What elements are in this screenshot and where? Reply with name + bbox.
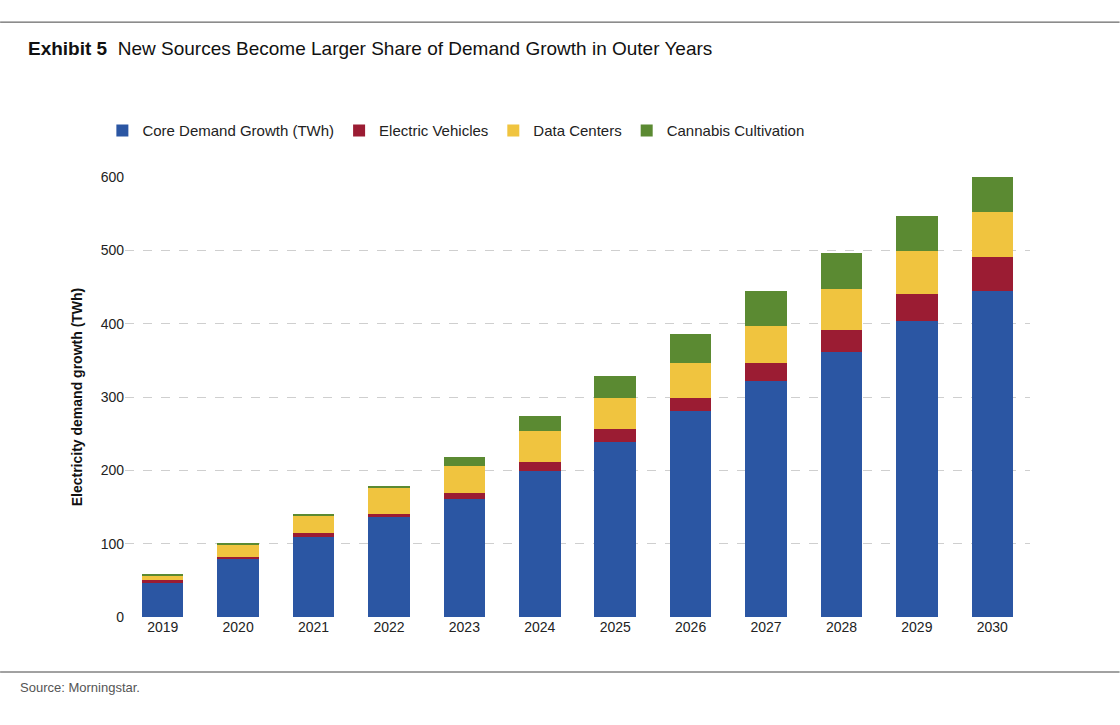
svg-text:Source: Morningstar.: Source: Morningstar. xyxy=(20,680,140,695)
svg-text:2025: 2025 xyxy=(600,619,631,635)
svg-text:2019: 2019 xyxy=(147,619,178,635)
svg-text:2021: 2021 xyxy=(298,619,329,635)
svg-text:2028: 2028 xyxy=(826,619,857,635)
svg-text:2020: 2020 xyxy=(223,619,254,635)
svg-text:2029: 2029 xyxy=(901,619,932,635)
svg-text:500: 500 xyxy=(101,242,125,258)
svg-text:2026: 2026 xyxy=(675,619,706,635)
svg-text:200: 200 xyxy=(101,462,125,478)
svg-text:0: 0 xyxy=(116,609,124,625)
svg-text:Cannabis Cultivation: Cannabis Cultivation xyxy=(667,122,805,139)
svg-text:Exhibit 5 New Sources Become: Exhibit 5 New Sources Become Larger Shar… xyxy=(28,38,712,59)
svg-text:300: 300 xyxy=(101,389,125,405)
svg-text:2022: 2022 xyxy=(373,619,404,635)
svg-text:100: 100 xyxy=(101,536,125,552)
svg-text:2024: 2024 xyxy=(524,619,555,635)
svg-text:600: 600 xyxy=(101,169,125,185)
svg-text:Electric Vehicles: Electric Vehicles xyxy=(379,122,488,139)
svg-text:2027: 2027 xyxy=(750,619,781,635)
svg-text:2030: 2030 xyxy=(977,619,1008,635)
svg-text:Electricity demand growth (TWh: Electricity demand growth (TWh) xyxy=(69,288,85,507)
svg-text:Core Demand Growth (TWh): Core Demand Growth (TWh) xyxy=(142,122,334,139)
svg-text:400: 400 xyxy=(101,316,125,332)
svg-text:2023: 2023 xyxy=(449,619,480,635)
svg-text:Data Centers: Data Centers xyxy=(533,122,621,139)
